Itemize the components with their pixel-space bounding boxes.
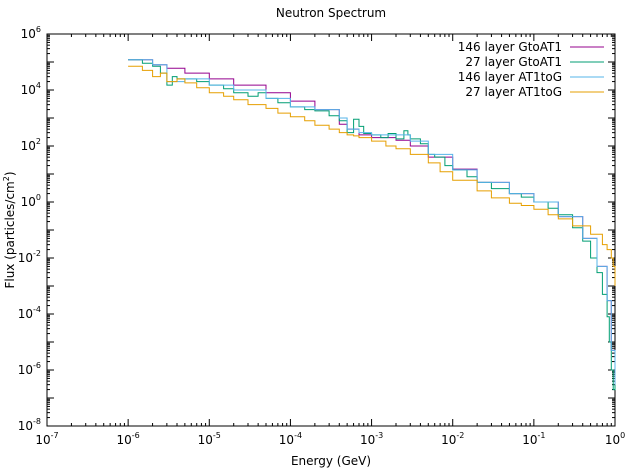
y-tick-label: 104 xyxy=(21,81,41,97)
legend-label: 146 layer AT1toG xyxy=(458,70,562,84)
y-axis-label-superscript: 2 xyxy=(2,176,11,181)
x-tick-label: 10-2 xyxy=(441,431,464,447)
series-line xyxy=(128,65,616,286)
y-axis-label-main: Flux (particles/cm xyxy=(3,181,17,288)
x-tick-label: 10-7 xyxy=(35,431,58,447)
series-line xyxy=(128,59,616,385)
y-axis-label-close: ) xyxy=(3,171,17,176)
x-tick-label: 10-1 xyxy=(522,431,545,447)
legend-label: 27 layer GtoAT1 xyxy=(465,55,562,69)
x-axis: 10-7 10-6 10-5 10-4 10-3 10-2 10-1 100 xyxy=(35,34,625,447)
x-tick-label: 10-6 xyxy=(117,431,140,447)
y-tick-label: 10-2 xyxy=(18,249,41,265)
x-axis-label: Energy (GeV) xyxy=(291,454,371,468)
y-axis: 10-8 10-6 10-4 10-2 100 102 104 106 xyxy=(18,25,615,433)
y-tick-label: 106 xyxy=(21,25,41,41)
legend-label: 146 layer GtoAT1 xyxy=(458,40,562,54)
legend-label: 27 layer AT1toG xyxy=(465,85,562,99)
y-tick-label: 10-4 xyxy=(18,305,41,321)
series-line xyxy=(128,59,616,390)
y-tick-label: 10-6 xyxy=(18,361,41,377)
chart-title: Neutron Spectrum xyxy=(276,6,386,20)
x-tick-label: 10-5 xyxy=(198,431,221,447)
y-tick-label: 100 xyxy=(21,193,41,209)
y-axis-label: Flux (particles/cm2) xyxy=(2,171,17,288)
x-tick-label: 10-4 xyxy=(279,431,302,447)
y-tick-label: 10-8 xyxy=(18,417,41,433)
series-layer xyxy=(128,59,616,391)
y-tick-label: 102 xyxy=(21,137,41,153)
x-tick-label: 10-3 xyxy=(360,431,383,447)
x-tick-label: 100 xyxy=(605,431,625,447)
series-line xyxy=(128,59,616,391)
